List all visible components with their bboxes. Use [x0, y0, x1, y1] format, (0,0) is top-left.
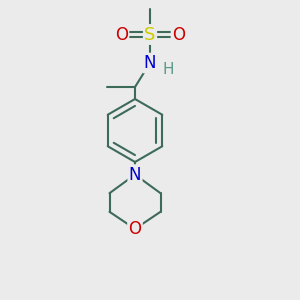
Text: H: H — [162, 61, 174, 76]
Text: S: S — [144, 26, 156, 44]
Text: N: N — [129, 166, 141, 184]
Text: O: O — [172, 26, 185, 44]
Text: N: N — [144, 54, 156, 72]
Text: O: O — [115, 26, 128, 44]
Text: O: O — [128, 220, 142, 238]
